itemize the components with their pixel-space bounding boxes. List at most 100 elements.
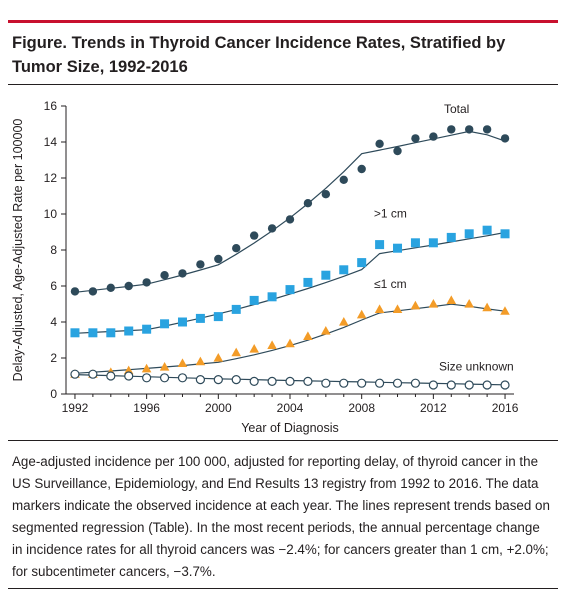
series-label: Total	[444, 102, 469, 116]
data-point	[446, 232, 456, 242]
data-point	[249, 376, 259, 386]
data-point	[321, 190, 331, 199]
data-point	[375, 139, 384, 148]
y-tick-label: 8	[50, 243, 57, 257]
chart-axes: 0 2 4 6 8 10 12 14 16 1992 1996 2000 2004 2008 2012 201…	[11, 99, 519, 435]
data-point	[357, 378, 367, 388]
data-point	[285, 338, 295, 348]
data-point	[321, 378, 331, 388]
data-point	[213, 353, 224, 362]
data-point	[124, 326, 134, 336]
data-point	[428, 299, 439, 308]
data-point	[356, 309, 367, 319]
data-point	[500, 306, 510, 315]
data-point	[267, 340, 277, 349]
data-point	[464, 229, 474, 239]
data-point	[482, 302, 492, 312]
series-label: >1 cm	[374, 207, 407, 221]
y-tick-label: 2	[50, 351, 57, 365]
data-point	[249, 231, 259, 240]
bottom-divider	[8, 588, 558, 589]
data-point	[123, 365, 134, 375]
data-point	[213, 312, 223, 322]
data-point	[195, 375, 205, 385]
data-point	[357, 258, 367, 268]
trend-line	[74, 231, 506, 334]
x-tick-label: 2000	[205, 401, 232, 415]
data-point	[393, 243, 403, 253]
data-point	[177, 317, 187, 327]
data-point	[447, 125, 456, 134]
data-point	[339, 175, 348, 184]
data-point	[124, 371, 134, 381]
data-point	[160, 271, 169, 280]
data-point	[159, 362, 170, 371]
data-point	[375, 240, 385, 250]
series-label: ≤1 cm	[374, 277, 407, 291]
data-point	[375, 378, 385, 388]
y-tick-label: 14	[44, 135, 58, 149]
y-tick-label: 12	[44, 171, 58, 185]
x-tick-label: 2016	[492, 401, 519, 415]
data-point	[285, 285, 295, 295]
data-point	[70, 287, 80, 296]
x-axis-title: Year of Diagnosis	[241, 421, 339, 435]
data-point	[482, 225, 492, 235]
data-point	[142, 278, 151, 287]
data-point	[249, 344, 259, 353]
data-point	[285, 215, 295, 224]
trend-line	[74, 130, 506, 293]
data-point	[88, 328, 98, 338]
data-point	[177, 358, 188, 367]
data-point	[500, 229, 510, 239]
figure-title: Figure. Trends in Thyroid Cancer Inciden…	[12, 34, 506, 76]
data-point	[249, 295, 259, 305]
data-point	[428, 238, 438, 248]
data-point	[303, 277, 313, 287]
y-tick-label: 4	[50, 315, 57, 329]
data-point	[357, 164, 366, 174]
data-point	[321, 326, 331, 335]
data-point	[429, 132, 438, 141]
data-point	[231, 304, 241, 314]
data-point	[500, 134, 510, 143]
data-point	[88, 369, 98, 379]
data-point	[267, 224, 277, 233]
data-point	[124, 281, 133, 291]
data-point	[88, 287, 98, 296]
data-point	[410, 300, 421, 310]
data-point	[70, 328, 80, 338]
x-tick-label: 2008	[348, 401, 375, 415]
data-point	[339, 317, 349, 326]
series-labels: Total >1 cm ≤1 cm Size unknown	[374, 102, 514, 373]
data-point	[231, 347, 241, 357]
y-tick-label: 0	[50, 387, 57, 401]
data-point	[106, 283, 116, 292]
data-point	[482, 380, 492, 390]
data-point	[393, 146, 402, 156]
data-point	[285, 376, 295, 386]
data-point	[339, 378, 349, 388]
data-point	[177, 373, 188, 383]
data-point	[303, 331, 313, 340]
x-tick-label: 1992	[62, 401, 89, 415]
data-point	[141, 363, 152, 373]
data-point	[106, 328, 116, 338]
y-tick-label: 16	[44, 99, 58, 113]
data-point	[482, 125, 492, 134]
x-tick-label: 1996	[133, 401, 160, 415]
data-point	[303, 376, 313, 386]
data-point	[411, 134, 420, 143]
y-axis-title: Delay-Adjusted, Age-Adjusted Rate per 10…	[11, 119, 25, 382]
data-markers	[70, 125, 510, 390]
data-point	[465, 125, 474, 134]
data-point	[428, 380, 438, 390]
data-point	[195, 313, 205, 323]
data-point	[214, 254, 223, 264]
data-point	[213, 375, 223, 385]
data-point	[195, 356, 206, 366]
data-point	[196, 260, 205, 269]
data-point	[159, 373, 170, 383]
x-tick-label: 2004	[277, 401, 304, 415]
data-point	[464, 380, 474, 390]
